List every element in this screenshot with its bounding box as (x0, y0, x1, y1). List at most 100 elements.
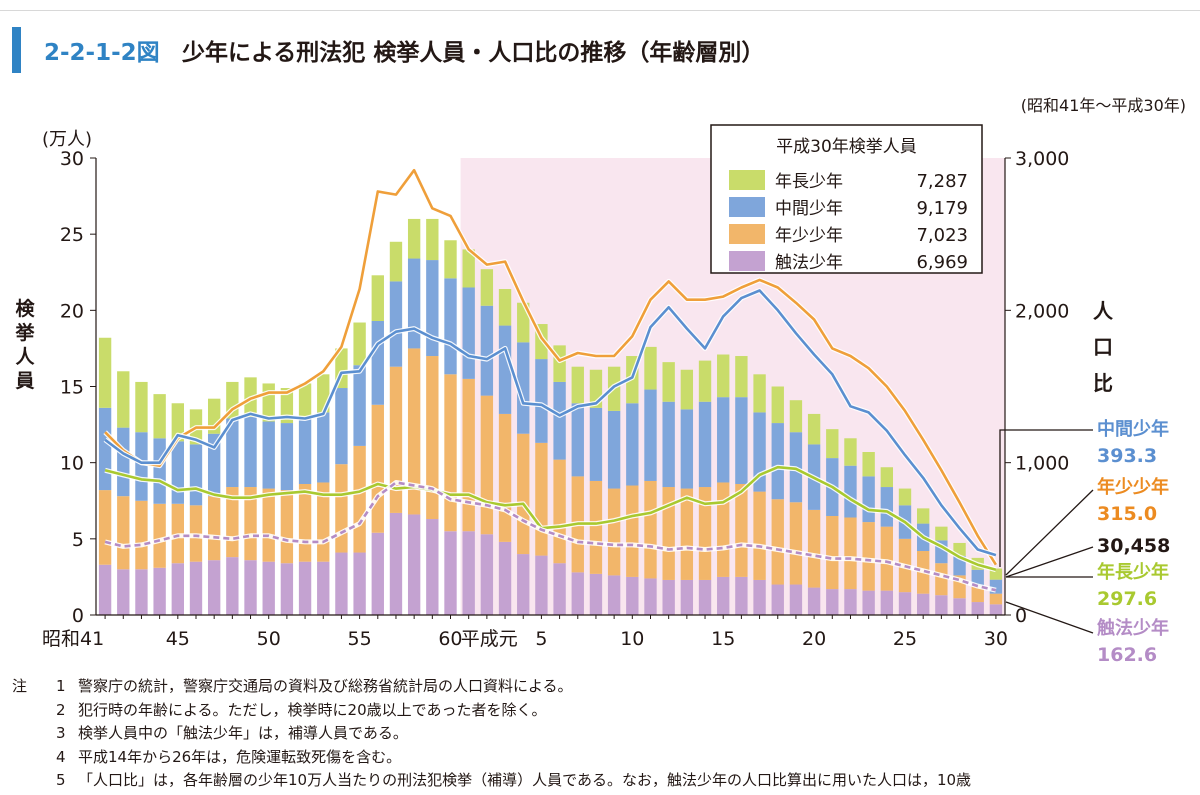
bar-segment (462, 249, 475, 288)
bar-segment (662, 362, 675, 402)
bar-segment (644, 346, 657, 390)
bar-segment (626, 403, 639, 486)
bar-segment (280, 563, 294, 615)
right-tick-label: 3,000 (1015, 148, 1069, 170)
bar-segment (444, 240, 457, 279)
bar-segment (698, 579, 712, 615)
bar-segment (480, 395, 494, 535)
x-tick-label: 45 (166, 628, 190, 650)
bar-segment (335, 552, 348, 615)
bar-segment (735, 576, 748, 615)
bar-segment (407, 218, 421, 259)
bar-segment (844, 438, 857, 466)
bar-segment (844, 589, 857, 615)
bar-segment (607, 488, 621, 576)
bar-segment (135, 432, 148, 501)
bar-segment (371, 404, 384, 533)
bar-segment (535, 442, 548, 556)
legend-swatch (729, 170, 765, 190)
right-axis-title-char: 比 (1093, 371, 1113, 395)
bar-segment (680, 369, 694, 410)
line-触法少年 (104, 481, 997, 592)
bar-segment (935, 526, 948, 541)
bar-segment (626, 576, 639, 615)
bar-segment (898, 592, 912, 615)
annotation-value: 162.6 (1097, 644, 1157, 665)
bar-segment (644, 578, 657, 615)
note-row-5: 5 「人口比」は，各年齢層の少年10万人当たりの刑法犯検挙（補導）人員である。な… (12, 769, 1192, 793)
left-tick-label: 25 (60, 224, 84, 246)
bar-segment (735, 356, 748, 398)
right-tick-label: 0 (1015, 605, 1027, 627)
annotation-name: 年長少年 (1097, 561, 1169, 583)
bar-segment (880, 487, 894, 527)
bar-segment (698, 487, 712, 580)
left-axis-title-char: 挙 (14, 321, 35, 344)
bar-segment (917, 593, 930, 615)
bar-segment (262, 421, 275, 489)
bar-segment (298, 483, 312, 562)
legend-value: 7,287 (916, 171, 968, 192)
bar-segment (371, 532, 384, 615)
legend-title: 平成30年検挙人員 (776, 137, 917, 157)
x-tick-label: 昭和41 (42, 628, 104, 650)
bar-segment (880, 526, 894, 591)
bar-segment (389, 241, 403, 282)
legend-label: 年長少年 (775, 172, 843, 192)
bar-segment (553, 381, 566, 460)
bar-segment (662, 579, 675, 615)
bar-segment (935, 595, 948, 615)
bar-segment (862, 476, 875, 523)
bar-segment (862, 522, 875, 591)
bar-segment (535, 555, 548, 615)
bar-segment (444, 278, 457, 375)
bar-segment (135, 569, 148, 615)
bar-segment (971, 586, 984, 603)
bar-segment (989, 604, 1003, 615)
bar-segment (753, 579, 766, 615)
bar-segment (644, 480, 657, 579)
bar-segment (571, 572, 584, 615)
bar-segment (207, 433, 221, 497)
left-axis-unit: (万人) (42, 129, 92, 150)
bar-segment (971, 602, 984, 615)
figure-number: 2-2-1-2図 (44, 40, 160, 66)
bar-segment (807, 587, 821, 615)
bar-segment (771, 499, 784, 585)
x-tick-label: 25 (893, 628, 917, 650)
bar-segment (98, 407, 112, 491)
bar-segment (880, 467, 894, 488)
bar-segment (553, 459, 566, 564)
annotation-leader (999, 429, 1093, 567)
left-tick-label: 20 (60, 300, 84, 322)
bar-segment (189, 561, 203, 615)
line-年少計人口比 (104, 168, 998, 566)
bar-segment (353, 552, 366, 615)
bar-segment (480, 534, 494, 615)
bar-segment (207, 496, 221, 561)
bar-segment (298, 561, 312, 615)
bar-segment (826, 515, 839, 590)
bar-segment (498, 541, 512, 615)
left-tick-label: 15 (60, 377, 84, 399)
legend-swatch (729, 224, 765, 244)
bar-segment (717, 397, 730, 483)
bar-segment (626, 485, 639, 577)
note-number: 4 (56, 747, 66, 766)
bar-segment (462, 378, 475, 532)
bar-segment (735, 397, 748, 484)
bar-segment (335, 464, 348, 553)
x-tick-label: 30 (984, 628, 1008, 650)
bar-segment (517, 342, 530, 434)
figure-title: 少年による刑法犯 検挙人員・人口比の推移（年齢層別） (182, 40, 765, 66)
bar-segment (244, 487, 257, 561)
bar-segment (189, 444, 203, 506)
bar-segment (989, 568, 1003, 580)
bar-segment (826, 589, 839, 615)
bar-segment (407, 348, 421, 515)
x-tick-label: 10 (620, 628, 644, 650)
bar-segment (953, 598, 966, 615)
bar-segment (98, 564, 112, 615)
x-tick-label: 平成元 (461, 628, 518, 650)
note-number: 1 (56, 677, 66, 695)
